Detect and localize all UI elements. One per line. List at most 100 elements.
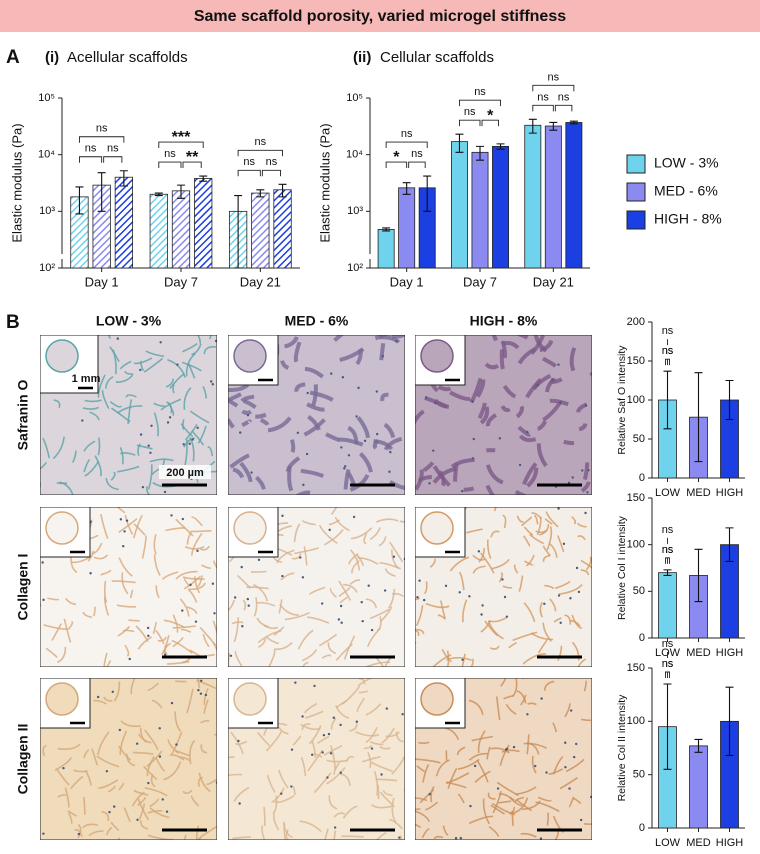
nucleus	[214, 339, 217, 343]
tissue-strand	[40, 482, 41, 491]
nucleus	[320, 602, 324, 605]
significance-bracket	[385, 141, 428, 149]
nucleus	[385, 707, 389, 710]
legend-swatch	[626, 154, 646, 174]
x-tick-label: Day 7	[164, 274, 198, 289]
tissue-strand	[182, 342, 198, 353]
significance-label: ns	[243, 156, 255, 168]
nucleus	[444, 584, 448, 588]
tissue-strand	[557, 645, 563, 662]
tissue-strand	[145, 350, 165, 358]
tissue-strand	[371, 804, 392, 809]
tissue-strand	[280, 572, 295, 581]
nucleus	[241, 625, 244, 628]
nucleus	[564, 766, 567, 769]
nucleus	[238, 802, 241, 805]
tissue-strand	[349, 579, 361, 585]
tissue-strand	[183, 578, 190, 587]
nucleus	[111, 690, 114, 693]
tissue-strand	[343, 635, 356, 660]
tissue-strand	[137, 798, 150, 821]
tissue-strand	[56, 768, 70, 786]
tissue-strand	[118, 782, 125, 791]
nucleus	[122, 544, 125, 548]
tissue-strand	[313, 772, 332, 794]
tissue-strand	[125, 394, 137, 398]
significance-bracket	[554, 104, 573, 112]
nucleus	[330, 372, 333, 375]
nucleus	[301, 576, 305, 579]
nucleus	[239, 431, 242, 434]
tissue-strand	[110, 471, 116, 481]
nucleus	[135, 742, 139, 745]
significance-bracket	[665, 671, 670, 678]
nucleus	[375, 432, 379, 436]
tissue-strand	[234, 740, 248, 746]
tissue-strand	[516, 515, 524, 523]
tissue-strand	[237, 839, 239, 840]
nucleus	[473, 764, 477, 768]
tissue-strand	[391, 592, 404, 598]
tissue-strand	[132, 514, 143, 539]
error-bar	[496, 143, 505, 150]
nucleus	[370, 628, 374, 632]
tissue-strand	[119, 360, 132, 370]
tissue-strand	[118, 557, 133, 577]
tissue-strand	[203, 346, 217, 355]
tissue-strand	[137, 443, 141, 456]
nucleus	[189, 583, 192, 587]
nucleus	[575, 566, 579, 570]
tissue-strand	[89, 411, 100, 421]
inset-scaffold	[233, 682, 267, 716]
tissue-strand	[150, 773, 156, 788]
nucleus	[62, 766, 65, 770]
tissue-strand	[355, 553, 365, 567]
tissue-strand	[153, 554, 161, 576]
tissue-strand	[307, 749, 324, 772]
tissue-strand	[522, 653, 547, 665]
nucleus	[113, 805, 116, 808]
tissue-strand	[474, 770, 491, 783]
nucleus	[458, 591, 461, 594]
tissue-strand	[183, 575, 201, 590]
tissue-strand	[100, 513, 109, 540]
nucleus	[347, 454, 351, 457]
tissue-strand	[545, 377, 557, 393]
chart-panel: (i)	[45, 49, 59, 66]
tissue-strand	[415, 797, 428, 802]
tissue-strand	[149, 458, 174, 463]
tissue-strand	[183, 387, 192, 410]
tissue-strand	[83, 459, 91, 473]
micrograph	[415, 507, 592, 667]
tissue-strand	[480, 552, 495, 574]
inset-scaffold	[420, 511, 454, 545]
nucleus	[165, 810, 169, 813]
tissue-strand	[285, 829, 289, 840]
tissue-strand	[294, 382, 306, 392]
tissue-strand	[303, 418, 326, 437]
tissue-strand	[549, 398, 569, 407]
nucleus	[355, 720, 359, 723]
y-tick-label: 150	[627, 662, 645, 674]
significance-bracket	[261, 169, 281, 177]
nucleus	[175, 743, 178, 746]
tissue-strand	[577, 535, 586, 541]
tissue-strand	[47, 597, 60, 601]
scale-label: 200 µm	[166, 467, 204, 479]
tissue-strand	[495, 696, 501, 721]
tissue-strand	[329, 745, 336, 770]
tissue-strand	[523, 742, 547, 749]
tissue-strand	[91, 542, 103, 555]
nucleus	[147, 444, 150, 447]
tissue-strand	[357, 678, 375, 687]
tissue-strand	[581, 718, 591, 722]
nucleus	[290, 748, 294, 751]
nucleus	[370, 747, 374, 750]
tissue-strand	[433, 835, 444, 840]
error-bar	[694, 548, 703, 603]
tissue-strand	[529, 533, 544, 545]
tissue-strand	[468, 815, 494, 825]
tissue-strand	[133, 523, 146, 536]
tissue-strand	[343, 583, 358, 593]
y-tick-label: 10⁵	[346, 92, 363, 104]
